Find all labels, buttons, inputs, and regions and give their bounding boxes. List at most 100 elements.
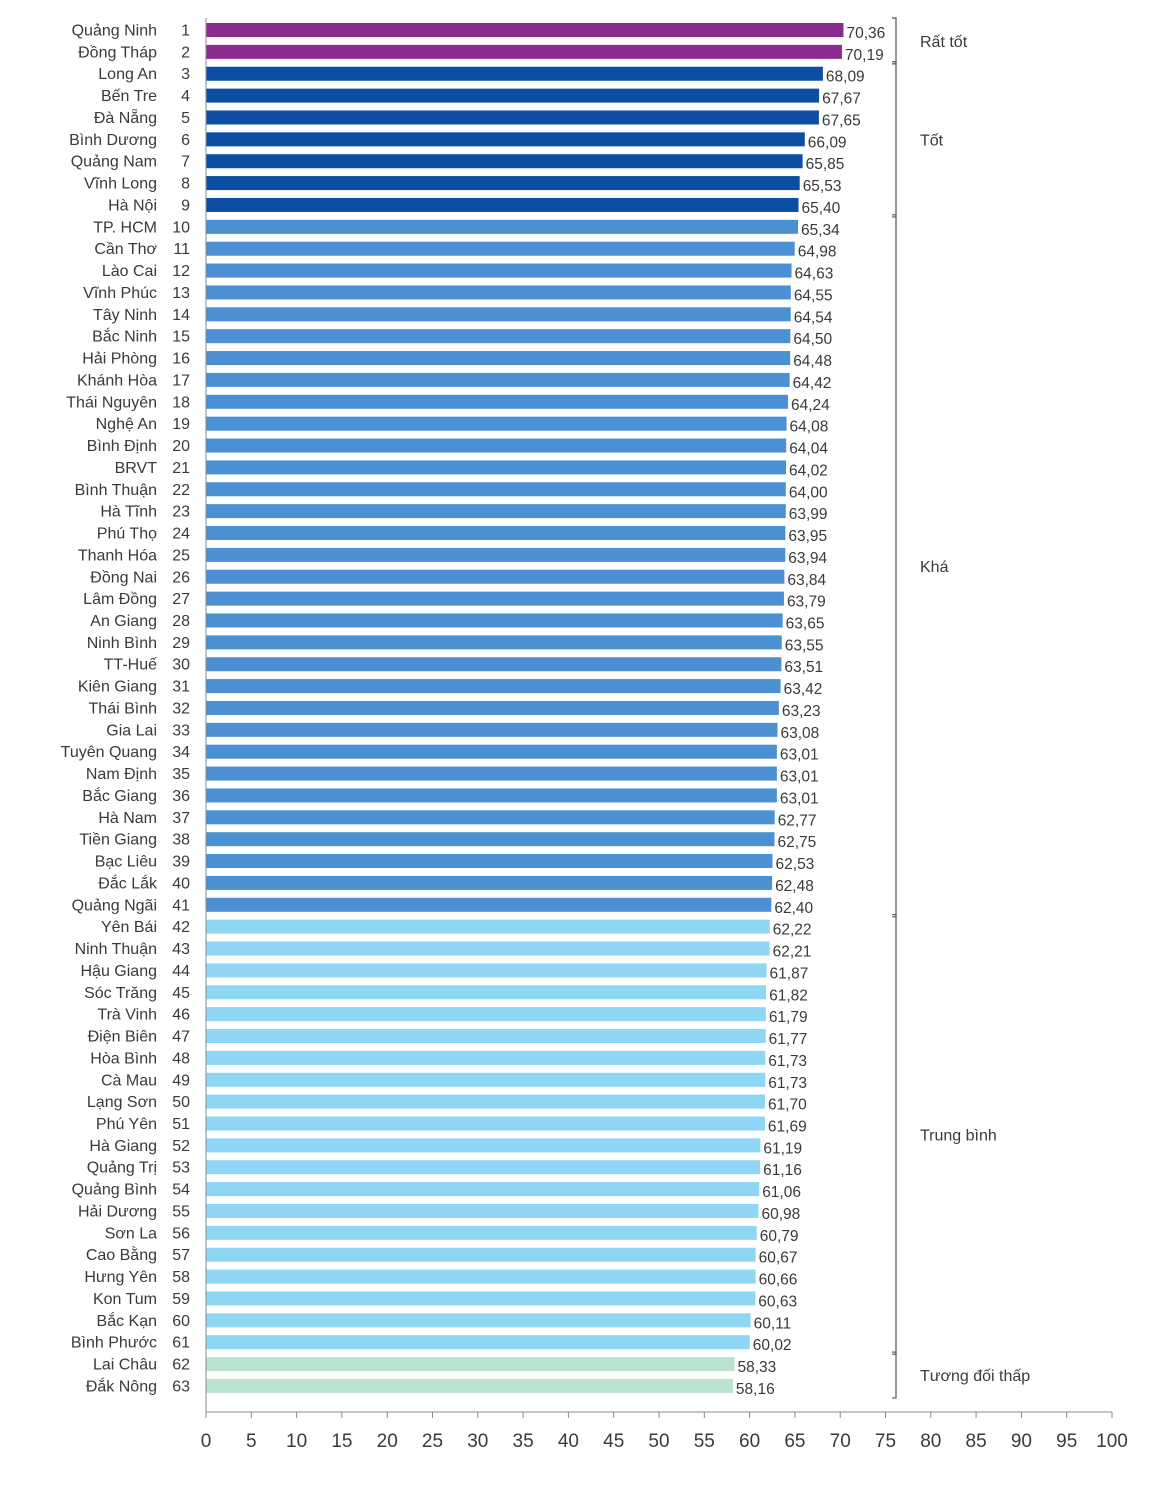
x-tick-label: 45 bbox=[603, 1431, 624, 1452]
category-label: Tiền Giang bbox=[79, 832, 157, 849]
x-tick-label: 90 bbox=[1011, 1431, 1032, 1452]
category-label: Bình Thuận bbox=[75, 482, 157, 499]
bar bbox=[206, 1225, 757, 1240]
category-label: Hà Nam bbox=[98, 810, 157, 827]
rank-label: 49 bbox=[172, 1072, 190, 1089]
bar bbox=[206, 875, 773, 890]
value-label: 70,19 bbox=[845, 47, 884, 64]
value-label: 60,63 bbox=[758, 1293, 797, 1310]
value-label: 64,55 bbox=[794, 287, 833, 304]
group-bracket bbox=[892, 61, 897, 218]
rank-label: 5 bbox=[181, 110, 190, 127]
value-label: 62,77 bbox=[778, 812, 817, 829]
rank-label: 39 bbox=[172, 854, 190, 871]
rank-label: 42 bbox=[172, 919, 190, 936]
value-label: 63,79 bbox=[787, 594, 826, 611]
rank-label: 13 bbox=[172, 285, 190, 302]
bar bbox=[206, 1116, 765, 1131]
bar bbox=[206, 1378, 733, 1393]
category-label: Thanh Hóa bbox=[78, 547, 157, 564]
bar bbox=[206, 1203, 759, 1218]
x-tick-label: 10 bbox=[286, 1431, 307, 1452]
x-tick-label: 15 bbox=[331, 1431, 352, 1452]
bar bbox=[206, 766, 777, 781]
value-label: 60,79 bbox=[760, 1228, 799, 1245]
category-label: Vĩnh Long bbox=[84, 176, 157, 193]
rank-label: 7 bbox=[181, 154, 190, 171]
category-label: Nghệ An bbox=[96, 416, 157, 433]
rank-label: 56 bbox=[172, 1225, 190, 1242]
bar bbox=[206, 985, 767, 1000]
value-label: 61,77 bbox=[769, 1031, 808, 1048]
value-label: 70,36 bbox=[846, 25, 885, 42]
rank-label: 34 bbox=[172, 744, 190, 761]
rank-label: 46 bbox=[172, 1007, 190, 1024]
value-label: 63,65 bbox=[786, 615, 825, 632]
category-label: Hà Nội bbox=[108, 197, 157, 214]
value-label: 63,99 bbox=[789, 506, 828, 523]
bar bbox=[206, 285, 791, 300]
rank-label: 55 bbox=[172, 1203, 190, 1220]
value-label: 63,01 bbox=[780, 769, 819, 786]
category-label: Cà Mau bbox=[101, 1072, 157, 1089]
x-tick-label: 5 bbox=[246, 1431, 257, 1452]
category-label: Bến Tre bbox=[101, 88, 157, 105]
value-label: 60,66 bbox=[759, 1272, 798, 1289]
rank-label: 36 bbox=[172, 788, 190, 805]
category-label: Khánh Hòa bbox=[77, 372, 157, 389]
category-label: Long An bbox=[98, 66, 157, 83]
value-label: 63,55 bbox=[785, 637, 824, 654]
value-label: 58,33 bbox=[737, 1359, 776, 1376]
bar bbox=[206, 526, 786, 541]
value-label: 60,11 bbox=[754, 1315, 792, 1332]
value-label: 63,01 bbox=[780, 790, 819, 807]
bar bbox=[206, 88, 820, 103]
bar bbox=[206, 854, 773, 869]
category-label: Hà Giang bbox=[89, 1138, 157, 1155]
bar bbox=[206, 504, 786, 519]
bar bbox=[206, 613, 783, 628]
bar bbox=[206, 241, 795, 256]
group-label: Trung bình bbox=[920, 1127, 997, 1144]
category-label: Quảng Nam bbox=[71, 154, 157, 171]
category-label: Phú Thọ bbox=[97, 526, 157, 543]
rank-label: 16 bbox=[172, 351, 190, 368]
value-label: 67,67 bbox=[822, 91, 861, 108]
bar bbox=[206, 460, 787, 475]
category-label: Nam Định bbox=[86, 766, 157, 783]
value-label: 63,84 bbox=[787, 572, 826, 589]
x-tick-label: 80 bbox=[920, 1431, 941, 1452]
category-label: Lâm Đồng bbox=[83, 591, 157, 608]
bar bbox=[206, 394, 789, 409]
x-tick-label: 25 bbox=[422, 1431, 443, 1452]
bar bbox=[206, 1291, 756, 1306]
bar bbox=[206, 482, 786, 497]
bar bbox=[206, 416, 787, 431]
x-tick-label: 0 bbox=[201, 1431, 212, 1452]
value-label: 61,79 bbox=[769, 1009, 808, 1026]
rank-label: 47 bbox=[172, 1029, 190, 1046]
bar bbox=[206, 591, 784, 606]
value-label: 62,21 bbox=[773, 944, 812, 961]
x-tick-label: 85 bbox=[966, 1431, 987, 1452]
category-label: Quảng Bình bbox=[72, 1182, 157, 1199]
bar bbox=[206, 679, 781, 694]
value-label: 64,98 bbox=[798, 244, 837, 261]
category-label: Hậu Giang bbox=[81, 963, 158, 980]
rank-label: 20 bbox=[172, 438, 190, 455]
category-label: Quảng Ninh bbox=[72, 23, 157, 40]
value-label: 65,53 bbox=[803, 178, 842, 195]
group-bracket bbox=[892, 1351, 897, 1399]
rank-label: 59 bbox=[172, 1291, 190, 1308]
category-label: Đà Nẵng bbox=[94, 108, 157, 127]
x-tick-label: 75 bbox=[875, 1431, 896, 1452]
bar bbox=[206, 657, 782, 672]
rank-label: 14 bbox=[172, 307, 190, 324]
value-label: 68,09 bbox=[826, 69, 865, 86]
bar bbox=[206, 1072, 766, 1087]
rank-label: 33 bbox=[172, 722, 190, 739]
category-label: Sơn La bbox=[105, 1225, 157, 1242]
category-label: Cao Bằng bbox=[86, 1245, 157, 1264]
category-label: Bình Dương bbox=[69, 132, 157, 149]
